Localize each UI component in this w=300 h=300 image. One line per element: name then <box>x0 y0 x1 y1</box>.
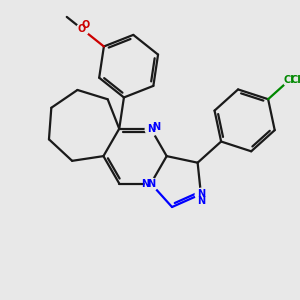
Text: N: N <box>147 178 155 188</box>
Text: Cl: Cl <box>284 75 294 85</box>
Text: Cl: Cl <box>290 75 300 85</box>
Text: O: O <box>82 20 90 30</box>
Text: N: N <box>152 122 160 132</box>
Text: N: N <box>197 189 205 199</box>
Text: N: N <box>147 124 155 134</box>
Text: N: N <box>141 178 149 188</box>
Text: N: N <box>197 196 205 206</box>
Text: O: O <box>78 24 86 34</box>
